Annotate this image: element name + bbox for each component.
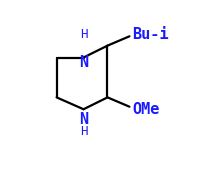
Text: N: N <box>79 55 88 70</box>
Text: N: N <box>79 112 88 127</box>
Text: Bu-i: Bu-i <box>132 27 168 42</box>
Text: H: H <box>79 28 87 41</box>
Text: OMe: OMe <box>132 102 159 117</box>
Text: H: H <box>79 124 87 137</box>
